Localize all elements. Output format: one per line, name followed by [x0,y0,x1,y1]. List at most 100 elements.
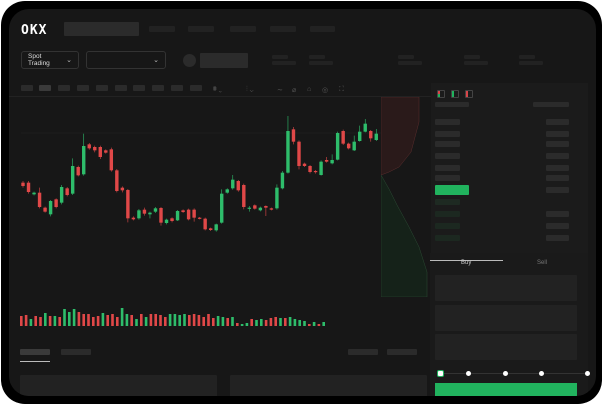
slider-stop-75[interactable] [539,371,544,376]
market-type-select[interactable]: Spot Trading ⌄ [21,51,79,69]
buy-tab[interactable]: Buy [461,260,472,266]
nav-item[interactable] [230,26,256,32]
candle [269,207,274,211]
candle-body [363,123,367,132]
filter-button[interactable] [387,349,417,355]
volume-bar [154,314,157,326]
timeframe-button[interactable] [39,85,51,91]
stat-value [309,61,333,65]
slider-handle[interactable] [437,370,444,377]
nav-item[interactable] [310,26,335,32]
volume-bar [250,319,253,326]
book-header [435,102,469,107]
volume-bar [53,316,57,326]
candle [335,131,340,161]
price-input[interactable] [435,275,577,301]
ask-price [435,175,460,181]
candle-body [319,161,323,175]
settings-icon[interactable]: ◎ [322,87,329,94]
candle [264,205,268,216]
volume-bar [240,324,244,326]
timeframe-button[interactable] [77,85,89,91]
slider-stop-50[interactable] [503,371,508,376]
candle [32,191,36,196]
ask-price [435,165,460,171]
candle-body [197,217,202,219]
filter-button[interactable] [348,349,378,355]
candle-body [269,208,274,210]
total-input[interactable] [435,334,577,360]
volume-bar [164,317,167,326]
volume-bar [192,314,196,326]
indicator-icon[interactable]: ⫶ ⌄ [246,86,254,93]
volume-bar [63,309,66,326]
book-bids-icon[interactable] [451,90,459,98]
buy-button[interactable] [435,383,577,396]
volume-bar [226,318,229,326]
draw-icon[interactable]: ⌀ [292,87,297,94]
nav-item[interactable] [270,26,296,32]
sell-tab[interactable]: Sell [537,260,548,266]
book-both-icon[interactable] [437,90,445,98]
slider-stop-25[interactable] [466,371,471,376]
candlestick-chart[interactable] [9,9,389,339]
candle-body [186,209,191,220]
candle [82,133,86,176]
camera-icon[interactable]: ⌂ [307,86,312,93]
candle-body [98,147,102,157]
amount-slider-track[interactable] [440,373,588,374]
slider-stop-100[interactable] [585,371,590,376]
candle-body [203,218,207,230]
timeframe-button[interactable] [115,85,127,91]
volume-bar [173,314,177,326]
tab-order-history[interactable] [61,349,91,355]
book-asks-icon[interactable] [465,90,473,98]
nav-item[interactable] [188,26,214,32]
candle [109,147,114,172]
candle-body [346,143,351,149]
volume-bar [255,320,258,326]
search-bar[interactable] [64,22,139,36]
volume-bar [183,314,186,326]
candle [203,217,207,231]
candle [374,129,378,141]
stat-value [519,61,543,65]
candle-body [115,170,119,191]
pair-select[interactable]: ⌄ [86,51,166,69]
timeframe-button[interactable] [190,85,202,91]
fullscreen-icon[interactable]: ⛶ [339,86,344,93]
book-header [533,102,569,107]
volume-bar [125,314,129,326]
timeframe-button[interactable] [21,85,33,91]
candle-body [313,171,318,173]
candle-body [164,219,169,223]
candle [70,158,75,195]
volume-bar [58,317,61,326]
timeframe-button[interactable] [152,85,164,91]
volume-bar [34,316,37,326]
candle-body [225,189,229,193]
nav-item[interactable] [149,26,175,32]
timeframe-button[interactable] [58,85,70,91]
candle-body [297,141,301,166]
tab-open-orders[interactable] [20,349,50,355]
candle [43,206,47,213]
timeframe-button[interactable] [96,85,108,91]
candle [330,154,334,165]
amount-input[interactable] [435,305,577,331]
timeframe-button[interactable] [171,85,183,91]
volume-bar [288,317,292,326]
candle [126,189,130,223]
volume-bar [87,314,90,326]
okx-logo[interactable]: OKX [21,23,48,38]
coin-icon [183,54,196,67]
volume-bar [24,315,28,326]
ask-size [546,153,569,159]
candle [302,162,307,167]
timeframe-button[interactable] [133,85,145,91]
last-price [435,185,469,195]
line-icon[interactable]: ∼ [277,87,283,94]
candle-body [258,207,263,211]
candle [369,130,373,142]
candle-type-icon[interactable]: ⩩ ⌄ [213,86,222,93]
